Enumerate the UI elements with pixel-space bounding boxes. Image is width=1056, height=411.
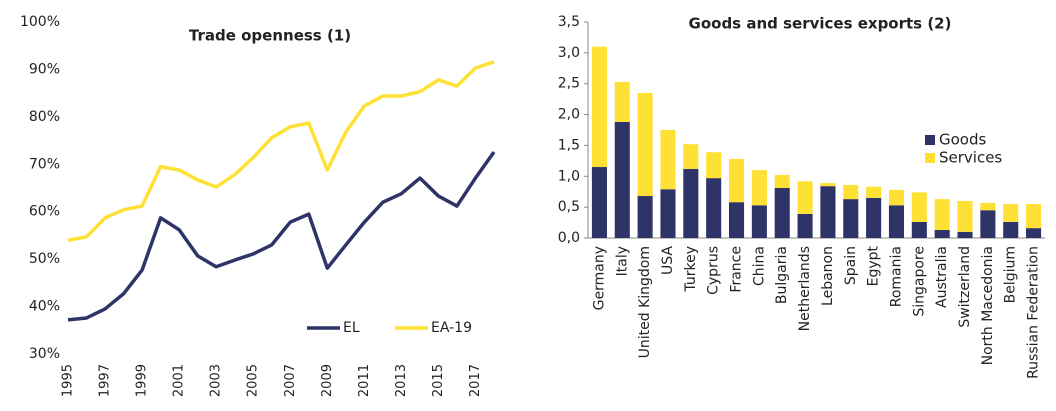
bar-segment <box>888 189 905 206</box>
bar-segment <box>706 178 722 238</box>
chart-title: Trade openness (1) <box>189 27 351 45</box>
bar-segment <box>751 205 767 238</box>
y-tick-label: 1,0 <box>558 168 580 184</box>
bar-segment <box>911 192 927 222</box>
bar-segment <box>591 167 607 238</box>
y-tick-label: 3,5 <box>558 14 580 30</box>
x-tick-label: Cyprus <box>706 246 722 295</box>
bar-segment <box>980 210 996 238</box>
bar-segment <box>706 152 722 179</box>
x-tick-label: Germany <box>591 246 607 310</box>
bar-segment <box>660 130 676 190</box>
legend-swatch <box>925 135 935 145</box>
bar-segment <box>683 168 699 238</box>
y-tick-label: 30% <box>29 346 60 362</box>
y-tick-label: 2,5 <box>558 76 580 92</box>
bar-segment <box>1026 228 1042 238</box>
y-tick-label: 0,0 <box>558 230 580 246</box>
bar-segment <box>1003 204 1019 222</box>
y-tick-label: 3,0 <box>558 45 580 61</box>
x-tick-label: Italy <box>614 246 630 276</box>
y-tick-label: 90% <box>29 61 60 77</box>
x-tick-label: 1999 <box>135 364 150 397</box>
x-tick-label: 2005 <box>246 364 261 397</box>
bar-segment <box>911 221 927 238</box>
bar-segment <box>934 199 950 230</box>
bar-segment <box>637 196 653 238</box>
y-tick-label: 2,0 <box>558 107 580 123</box>
bar-segment <box>843 184 859 200</box>
y-tick-label: 50% <box>29 251 60 267</box>
legend-label: Services <box>939 149 1002 167</box>
x-tick-label: Switzerland <box>957 246 973 328</box>
x-tick-label: United Kingdom <box>637 246 653 358</box>
chart-title: Goods and services exports (2) <box>689 15 952 33</box>
x-tick-label: 1997 <box>98 364 113 397</box>
legend-swatch <box>925 153 935 163</box>
bar-segment <box>774 175 790 189</box>
x-tick-label: North Macedonia <box>980 246 996 365</box>
bar-segment <box>797 213 813 238</box>
bar-segment <box>980 202 996 211</box>
x-tick-label: 2017 <box>468 364 483 397</box>
x-tick-label: Singapore <box>911 246 927 317</box>
x-tick-label: USA <box>660 246 676 275</box>
x-tick-label: 2009 <box>320 364 335 397</box>
y-tick-label: 0,5 <box>558 199 580 215</box>
bar-segment <box>614 121 630 238</box>
bar-segment <box>934 229 950 238</box>
x-tick-label: Russian Federation <box>1026 246 1042 379</box>
bar-segment <box>957 200 973 232</box>
bar-segment <box>820 183 836 187</box>
x-tick-label: 2003 <box>209 364 224 397</box>
bar-segment <box>1026 204 1042 229</box>
x-tick-label: Belgium <box>1003 246 1019 303</box>
x-tick-label: 1995 <box>61 364 76 397</box>
x-tick-label: Turkey <box>683 246 699 293</box>
x-tick-label: 2015 <box>431 364 446 397</box>
x-tick-label: Australia <box>934 246 950 308</box>
y-tick-label: 60% <box>29 204 60 220</box>
bar-segment <box>1003 221 1019 238</box>
bar-segment <box>866 197 882 238</box>
x-tick-label: Egypt <box>866 246 882 287</box>
legend-label: Goods <box>939 131 986 149</box>
legend-label: EA-19 <box>431 320 472 336</box>
line-series <box>67 60 495 242</box>
bar-segment <box>820 186 836 238</box>
bar-segment <box>728 202 745 238</box>
x-tick-label: China <box>751 246 767 286</box>
x-tick-label: Lebanon <box>820 246 836 306</box>
x-tick-label: 2011 <box>357 364 372 397</box>
x-tick-label: Romania <box>888 246 904 307</box>
x-tick-label: 2001 <box>172 364 187 397</box>
bar-segment <box>957 231 973 238</box>
x-tick-label: 2007 <box>283 364 298 397</box>
y-tick-label: 40% <box>29 299 60 315</box>
y-tick-label: 70% <box>29 156 60 172</box>
legend-label: EL <box>343 320 360 336</box>
bar-segment <box>843 199 859 238</box>
bar-segment <box>614 81 630 122</box>
x-tick-label: 2013 <box>394 364 409 397</box>
bar-segment <box>591 46 607 168</box>
bar-segment <box>866 186 882 198</box>
bar-segment <box>797 181 813 214</box>
bar-segment <box>637 92 653 197</box>
line-series <box>67 150 496 322</box>
y-tick-label: 1,5 <box>558 137 580 153</box>
bar-segment <box>888 205 905 238</box>
bar-segment <box>683 144 699 169</box>
x-tick-label: Netherlands <box>797 246 813 331</box>
y-tick-label: 80% <box>29 109 60 125</box>
x-tick-label: Bulgaria <box>774 246 790 304</box>
bar-segment <box>660 189 676 238</box>
x-tick-label: France <box>729 246 745 293</box>
bar-segment <box>751 170 767 206</box>
x-tick-label: Spain <box>843 246 859 285</box>
bar-segment <box>728 159 745 203</box>
y-tick-label: 100% <box>20 14 60 30</box>
bar-segment <box>774 188 790 238</box>
